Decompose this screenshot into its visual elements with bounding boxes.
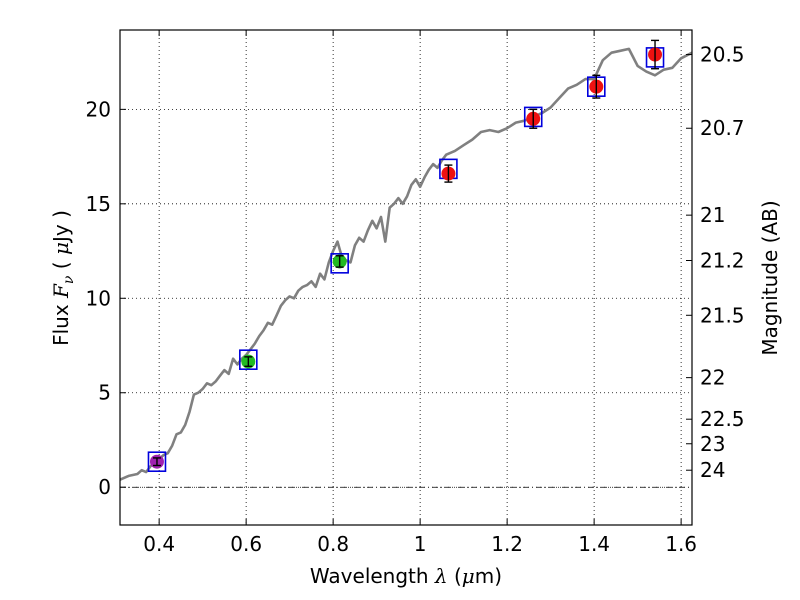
tick-marks [120,30,692,525]
y-tick-label: 10 [86,286,111,310]
model-flux-box [147,451,167,473]
sed-model-curve [119,47,693,481]
right-axis-label: Magnitude (AB) [758,200,782,355]
x-tick-label: 0.4 [143,532,175,556]
x-tick-label: 1.4 [578,532,610,556]
magnitude-tick-label: 20.5 [700,43,745,67]
x-tick-label: 0.6 [230,532,262,556]
x-tick-labels: 0.4 0.6 0.8 1 1.2 1.4 1.6 [143,532,697,556]
x-tick-label: 0.8 [317,532,349,556]
magnitude-tick-label: 20.7 [700,116,745,140]
magnitude-tick-label: 21 [700,203,725,227]
sed-model-layer [119,47,693,481]
y-tick-label: 5 [98,381,111,405]
x-tick-label: 1.2 [491,532,523,556]
magnitude-tick-label: 22.5 [700,407,745,431]
magnitude-tick-label: 21.5 [700,303,745,327]
y-tick-label: 20 [86,97,111,121]
y-tick-label: 15 [86,192,111,216]
y-axis-label: Flux Fν ( μJy ) [49,210,77,346]
magnitude-tick-label: 21.2 [700,248,745,272]
magnitude-tick-label: 24 [700,458,725,482]
x-axis-label: Wavelength λ (μm) [310,564,502,588]
plot-frame [119,29,693,526]
x-tick-label: 1 [414,532,427,556]
grid [120,30,692,525]
photometry-points [147,39,665,473]
y-tick-labels: 0 5 10 15 20 [86,97,111,499]
x-tick-label: 1.6 [665,532,697,556]
model-flux-box [239,349,258,370]
magnitude-tick-label: 23 [700,432,725,456]
magnitude-tick-label: 22 [700,366,725,390]
model-flux-box [330,253,349,274]
y-tick-label: 0 [98,475,111,499]
